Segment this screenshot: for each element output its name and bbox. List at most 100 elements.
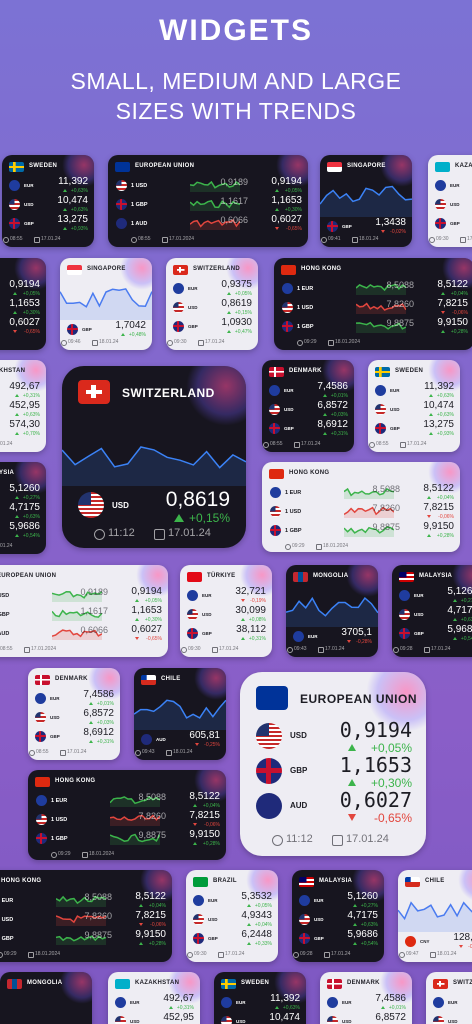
rate-from: 8,5088	[138, 792, 166, 802]
country-name: CHILE	[161, 676, 181, 682]
rate-change: -0,65%	[24, 329, 40, 335]
currency-flag	[270, 506, 281, 517]
trend-arrow	[453, 599, 457, 602]
currency-code: EUR	[308, 634, 318, 639]
currency-flag	[36, 795, 47, 806]
rate-change: +0,31%	[248, 636, 266, 642]
refresh-icon	[51, 852, 57, 858]
currency-code: 1 GBP	[0, 612, 10, 618]
rate-from: 7,8260	[84, 911, 112, 921]
rate-change: -0,25%	[204, 742, 220, 748]
update-time: 09:43	[142, 749, 155, 755]
country-flag	[141, 675, 156, 685]
refresh-icon	[285, 544, 291, 550]
rate-value: 9,9150	[437, 317, 468, 328]
country-flag	[281, 265, 296, 275]
currency-flag	[270, 525, 281, 536]
widget: SWEDENEUR11,392+0,63%USD10,474+0,63%08:5…	[214, 972, 306, 1024]
trend-area	[344, 527, 394, 537]
currency-flag	[9, 199, 20, 210]
rate-change: +0,05%	[284, 188, 302, 194]
rate-change: +0,15%	[234, 310, 252, 316]
update-time: 09:28	[400, 646, 413, 652]
trend-path	[110, 833, 160, 843]
trend-arrow	[353, 904, 357, 907]
rate-value: 574,30	[9, 419, 40, 430]
currency-flag	[399, 609, 410, 620]
country-flag	[299, 877, 314, 887]
currency-flag	[433, 1016, 444, 1024]
rate-value: 128,86	[453, 932, 472, 943]
rate-value: 8,5122	[437, 279, 468, 290]
currency-flag	[193, 895, 204, 906]
country-flag	[327, 979, 342, 989]
currency-code: 1 GBP	[285, 528, 302, 534]
trend-line	[356, 283, 406, 295]
calendar-icon	[316, 544, 322, 550]
refresh-icon	[293, 952, 299, 958]
rate-from: 7,8260	[138, 811, 166, 821]
update-date: 17.01.24	[331, 951, 351, 957]
trend-arrow	[453, 637, 457, 640]
trend-area	[60, 288, 152, 320]
rate-value: 605,81	[189, 730, 220, 741]
currency-code: USD	[390, 407, 400, 412]
currency-flag	[36, 814, 47, 825]
trend-line	[52, 609, 102, 621]
widget: SWEDEN EUR 11,392 +0,63% USD 10,474 +0,63% GBP 1…	[2, 155, 94, 247]
rate-value: 4,7175	[347, 910, 378, 921]
rate-value: 452,95	[9, 400, 40, 411]
currency-code: EUR	[208, 898, 218, 903]
trend-arrow	[139, 942, 143, 945]
refresh-icon	[187, 952, 193, 958]
currency-code: USD	[130, 1019, 140, 1024]
update-date: 17.01.24	[301, 441, 321, 447]
trend-area	[56, 915, 106, 926]
widget: BRAZIL EUR 5,3532 +0,05% USD 4,9343 +0,04% GBP 6…	[186, 870, 278, 962]
rate-change: +0,54%	[360, 941, 378, 947]
rate-value: 10,474	[57, 195, 88, 206]
trend-arrow	[275, 189, 279, 192]
update-time: 09:28	[300, 951, 313, 957]
update-time: 09:47	[406, 951, 419, 957]
rate-change: +0,70%	[22, 431, 40, 437]
trend-arrow	[247, 904, 251, 907]
trend-line	[52, 629, 102, 640]
currency-flag	[187, 628, 198, 639]
widget: KAZAKHSTANEUR492,67+0,31%USD452,95+0,63%…	[0, 360, 46, 452]
trend-arrow	[429, 413, 433, 416]
rate-change: -0,65%	[286, 226, 302, 232]
currency-flag	[193, 933, 204, 944]
rate-change: -0,28%	[356, 639, 372, 645]
currency-flag	[67, 324, 78, 335]
rate-value: 6,2448	[241, 929, 272, 940]
refresh-icon	[272, 835, 283, 846]
rate-value: 10,474	[269, 1012, 300, 1023]
trend-area	[134, 700, 226, 730]
currency-code: 1 EUR	[0, 898, 14, 904]
currency-code: EUR	[202, 593, 212, 598]
trend-arrow	[227, 330, 231, 333]
currency-code: EUR	[188, 286, 198, 291]
calendar-icon	[430, 952, 436, 958]
calendar-icon	[166, 750, 172, 756]
update-date: 18.01.2024	[323, 543, 349, 549]
update-date: 18.01.24	[437, 951, 457, 957]
update-time: 09:30	[174, 339, 187, 345]
trend-arrow	[429, 432, 433, 435]
country-flag	[269, 469, 284, 479]
country-name: DENMARK	[347, 980, 380, 986]
rate-change: +0,04%	[450, 291, 468, 297]
rate-change: +0,01%	[388, 1005, 406, 1011]
rate-value: 5,9686	[347, 929, 378, 940]
currency-flag	[327, 1016, 338, 1024]
update-date: 18.01.2024	[89, 851, 115, 857]
rate-from: 0,9189	[80, 587, 108, 597]
currency-flag	[435, 180, 446, 191]
trend-arrow	[459, 945, 463, 948]
refresh-icon	[287, 647, 293, 653]
update-time: 09:29	[58, 851, 71, 857]
currency-code: EUR	[236, 1000, 246, 1005]
trend-arrow	[348, 779, 356, 786]
country-flag	[193, 877, 208, 887]
